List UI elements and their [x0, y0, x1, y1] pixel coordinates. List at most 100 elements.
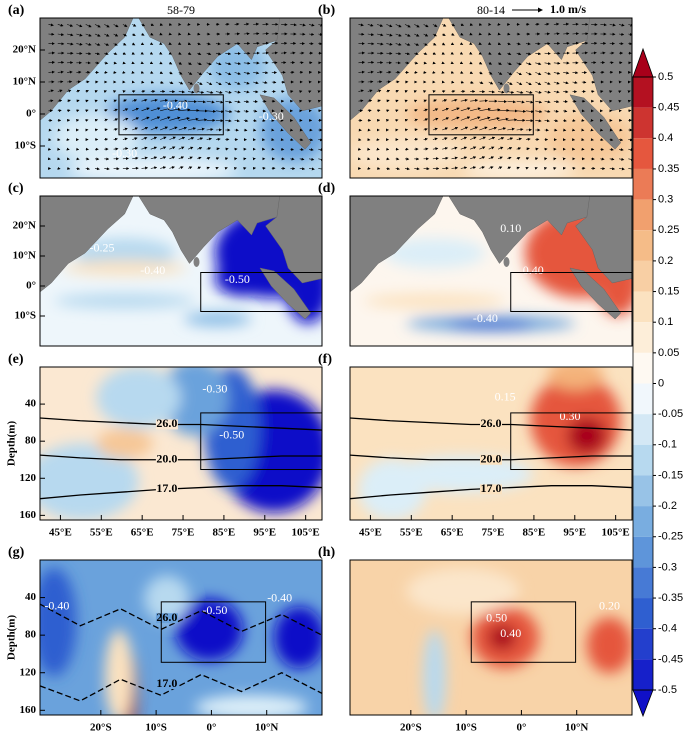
current-vector [215, 52, 222, 56]
field: 0.10 0.40 -0.40 [350, 196, 632, 346]
current-vector [169, 166, 175, 170]
current-vector [451, 89, 456, 93]
current-vector [386, 99, 390, 103]
current-vector [48, 89, 54, 93]
isotherm-label-bg [480, 419, 502, 430]
current-vector [94, 167, 100, 171]
current-vector [132, 107, 139, 112]
current-vector [178, 136, 186, 140]
current-vector [544, 52, 551, 55]
current-vector [299, 138, 304, 142]
current-vector [159, 71, 164, 74]
current-vector [206, 157, 211, 160]
current-vector [168, 42, 172, 45]
current-vector [159, 61, 163, 65]
current-vector [141, 89, 146, 93]
current-vector [395, 167, 400, 171]
colorbar-segment [633, 475, 653, 507]
x-tick-label: 0° [206, 722, 216, 732]
colorbar-tick-label: 0.4 [658, 132, 673, 144]
current-vector [197, 81, 203, 85]
current-vector [487, 32, 492, 36]
current-vector [122, 24, 128, 27]
colorbar-tick-label: -0.4 [658, 623, 677, 635]
current-vector [317, 99, 322, 103]
current-vector [413, 90, 417, 94]
panel-label: (h) [318, 545, 335, 560]
current-vector [609, 138, 614, 142]
current-vector [113, 137, 118, 141]
current-vector [234, 90, 241, 94]
current-vector [525, 72, 532, 76]
current-vector [581, 80, 587, 84]
current-vector [206, 128, 214, 132]
current-vector [413, 99, 418, 103]
current-vector [215, 72, 222, 76]
isotherm [40, 417, 322, 431]
current-vector [423, 137, 428, 141]
current-vector [450, 42, 455, 46]
panel-label: (a) [8, 3, 25, 18]
colorbar-segment [633, 598, 653, 629]
current-vector [85, 109, 89, 113]
isotherm-label-bg [480, 454, 502, 465]
current-vector [132, 156, 139, 160]
current-vector [386, 89, 391, 93]
current-vector [358, 99, 364, 103]
current-vector [432, 61, 436, 65]
current-vector [262, 80, 268, 84]
current-vector [197, 100, 206, 104]
current-vector [178, 126, 188, 131]
current-vector [478, 42, 482, 45]
field: 26.0 17.0 -0.40 -0.50 -0.40 [40, 560, 322, 715]
current-vector [113, 24, 119, 28]
current-vector [535, 119, 542, 123]
current-vector [206, 81, 213, 86]
current-vector [253, 81, 259, 85]
current-vector [197, 62, 202, 65]
current-vector [442, 90, 446, 93]
current-vector [177, 32, 182, 36]
current-vector [497, 146, 504, 150]
land [259, 94, 312, 150]
current-vector [516, 100, 525, 104]
current-vector [441, 70, 445, 74]
current-vector [488, 90, 495, 94]
current-vector [395, 52, 402, 56]
current-vector [572, 80, 578, 84]
current-vector [535, 100, 543, 104]
current-vector [497, 137, 505, 140]
contour-label: -0.50 [202, 603, 227, 617]
current-vector [234, 81, 241, 85]
contour-label: -0.40 [44, 598, 69, 612]
current-vector [169, 116, 181, 121]
y-tick-label: 20°N [13, 220, 36, 232]
field-blobs [406, 567, 632, 715]
current-vector [507, 90, 515, 94]
current-vector [395, 90, 399, 93]
x-tick-label: 20°S [90, 722, 112, 732]
current-vector [299, 157, 305, 161]
current-vector [460, 126, 469, 131]
current-vector [94, 90, 98, 93]
isotherm-label-bg [155, 484, 178, 495]
current-vector [224, 167, 228, 170]
current-vector [122, 52, 127, 55]
y-tick-label: 10°N [13, 250, 36, 262]
current-vector [563, 119, 567, 123]
current-vector [618, 167, 625, 171]
current-vector [442, 147, 449, 150]
colorbar-tick-label: -0.5 [658, 684, 677, 696]
current-vector [131, 42, 136, 46]
frame [39, 195, 323, 347]
current-vector [122, 90, 126, 94]
current-vector [404, 99, 408, 103]
current-vector [132, 127, 139, 131]
current-vector [470, 99, 479, 102]
x-tick-label: 85°E [213, 527, 236, 539]
isotherm [40, 672, 322, 702]
contour-label: 0.40 [500, 626, 521, 640]
current-vector [450, 70, 455, 74]
current-vector [150, 166, 158, 170]
current-vector [178, 166, 184, 170]
